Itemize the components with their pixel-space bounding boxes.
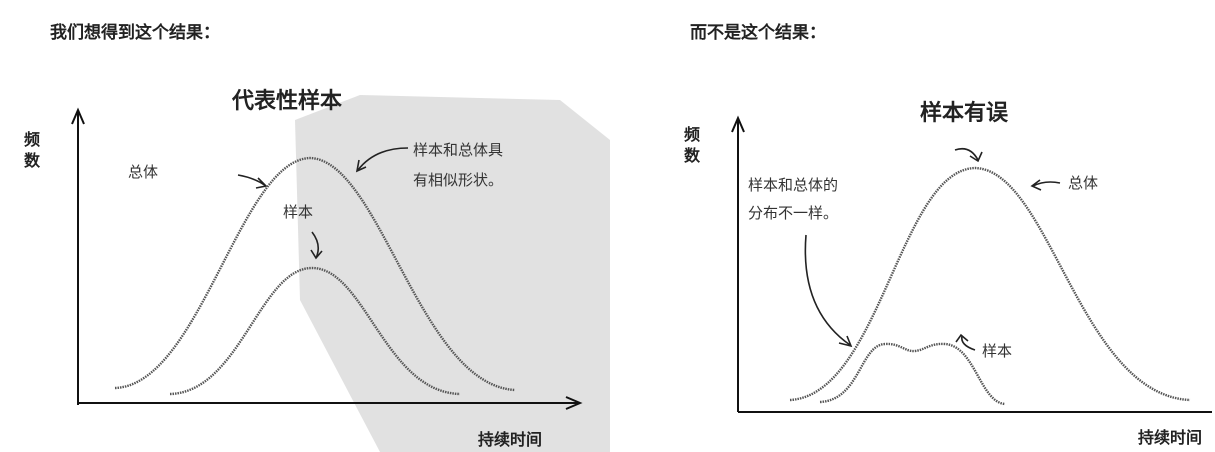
sample-label: 样本 [982,342,1012,360]
note-line: 样本和总体具 [413,141,503,159]
arrow [1030,179,1061,191]
sample-curve [819,342,1006,406]
x-axis [78,396,583,410]
population-label: 总体 [128,163,158,181]
arrow [237,174,268,189]
arrow [955,333,976,351]
sample-label: 样本 [283,203,313,221]
x-label: 持续时间 [1138,428,1202,447]
arrow [355,147,409,173]
left-heading: 我们想得到这个结果： [50,22,220,43]
arrow [310,231,323,260]
y-label-1: 频 [24,130,40,149]
arrow [954,147,983,163]
note-line: 有相似形状。 [413,171,503,189]
note-line: 分布不一样。 [748,204,838,222]
arrow [804,234,853,348]
y-label-2: 数 [684,146,701,165]
y-axis [71,107,85,405]
y-axis [731,115,745,412]
population-curve [114,156,516,392]
population-label: 总体 [1068,174,1098,192]
y-label-1: 频 [684,125,700,144]
sample-curve [169,266,461,396]
left-title: 代表性样本 [231,88,342,114]
x-label: 持续时间 [478,430,542,449]
right-title: 样本有误 [920,100,1009,126]
population-curve [789,166,1191,402]
note-line: 样本和总体的 [748,176,838,194]
y-label-2: 数 [24,151,41,170]
watermark-shape [295,95,610,452]
right-heading: 而不是这个结果： [690,22,826,43]
